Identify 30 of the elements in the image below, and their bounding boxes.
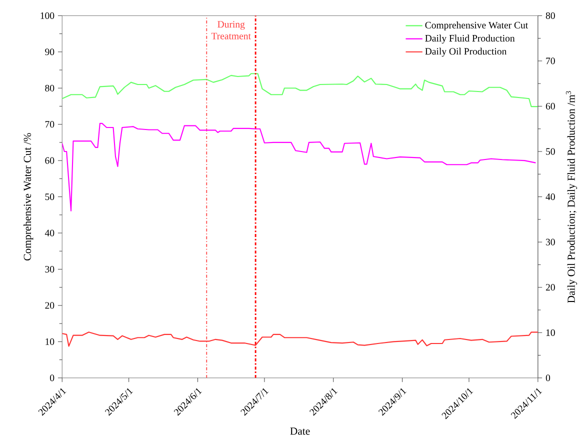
y2-tick-label: 70 bbox=[546, 58, 555, 64]
line-series bbox=[62, 332, 538, 347]
x-axis-title: Date bbox=[290, 428, 310, 435]
annotation: During Treatment bbox=[211, 21, 251, 40]
legend-label: Daily Oil Production bbox=[425, 48, 507, 57]
y2-tick-label: 0 bbox=[546, 374, 550, 382]
y2-tick-label: 10 bbox=[546, 330, 555, 336]
y-tick-label: 30 bbox=[45, 266, 54, 273]
line-series bbox=[62, 73, 538, 108]
legend-label: Comprehensive Water Cut bbox=[425, 22, 528, 31]
y-tick-label: 40 bbox=[44, 230, 54, 237]
y-tick-label: 70 bbox=[45, 121, 54, 128]
y2-tick-label: 60 bbox=[546, 103, 555, 110]
y-tick-label: 10 bbox=[46, 338, 54, 346]
y2-tick-label: 50 bbox=[546, 148, 555, 156]
y2-tick-label: 20 bbox=[546, 284, 555, 291]
y-tick-label: 50 bbox=[45, 194, 54, 200]
y-tick-label: 0 bbox=[50, 374, 54, 382]
y-tick-label: 20 bbox=[45, 302, 54, 309]
y-tick-label: 90 bbox=[45, 48, 54, 56]
y2-tick-label: 30 bbox=[546, 239, 555, 246]
y-axis-title: Comprehensive Water Cut /% bbox=[23, 133, 34, 261]
y-tick-label: 100 bbox=[40, 12, 54, 20]
y2-tick-label: 80 bbox=[546, 12, 555, 20]
y-tick-label: 60 bbox=[45, 158, 54, 164]
y2-axis-title: Daily Oil Production; Daily Fluid Production /m$^{3}$ bbox=[566, 91, 578, 304]
y-tick-label: 80 bbox=[45, 85, 54, 92]
legend-label: Daily Fluid Production bbox=[425, 34, 515, 44]
line-series bbox=[62, 123, 536, 212]
y2-tick-label: 40 bbox=[546, 194, 555, 200]
